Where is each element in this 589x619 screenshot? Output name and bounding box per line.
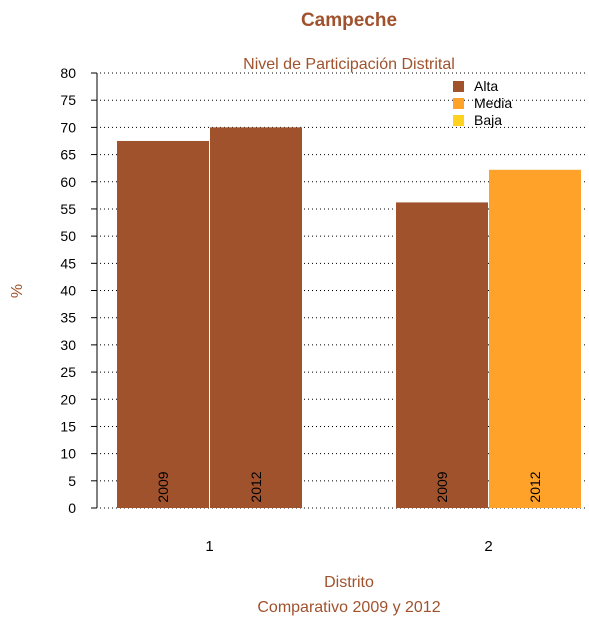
bar [210,127,302,508]
chart-subtitle: Nivel de Participación Distrital [243,56,455,73]
legend-label: Alta [474,78,498,94]
y-tick-label: 20 [60,391,76,407]
y-tick-label: 5 [68,473,76,489]
bar-year-label: 2012 [527,471,543,502]
x-axis-title: Distrito [324,574,374,591]
bar [117,140,209,508]
y-tick-label: 45 [60,255,76,271]
bar-year-label: 2009 [434,471,450,502]
y-axis-title: % [9,284,26,298]
y-tick-label: 30 [60,337,76,353]
y-tick-label: 60 [60,174,76,190]
bars: 2009 2012 2009 2012 [117,127,581,508]
y-tick-label: 80 [60,65,76,81]
legend-label: Media [474,95,512,111]
y-tick-label: 65 [60,147,76,163]
y-tick-label: 10 [60,446,76,462]
x-category-label: 2 [484,538,492,555]
y-axis: 0 5 10 15 20 25 30 35 40 45 50 55 60 65 70 75 80 [60,65,98,516]
y-tick-label: 0 [68,500,76,516]
bar-year-label: 2012 [248,471,264,502]
legend-label: Baja [474,112,502,128]
bar-year-label: 2009 [155,471,171,502]
y-tick-label: 55 [60,201,76,217]
y-tick-label: 70 [60,119,76,135]
x-category-label: 1 [205,538,213,555]
legend-swatch [453,115,464,126]
y-tick-label: 50 [60,228,76,244]
bar [489,169,581,508]
y-tick-label: 15 [60,418,76,434]
legend-swatch [453,98,464,109]
y-tick-label: 75 [60,92,76,108]
chart-title: Campeche [301,10,397,31]
y-tick-label: 25 [60,364,76,380]
legend-swatch [453,81,464,92]
bar [396,202,488,508]
y-tick-label: 40 [60,283,76,299]
x-axis-subtitle: Comparativo 2009 y 2012 [257,599,440,616]
y-tick-label: 35 [60,310,76,326]
